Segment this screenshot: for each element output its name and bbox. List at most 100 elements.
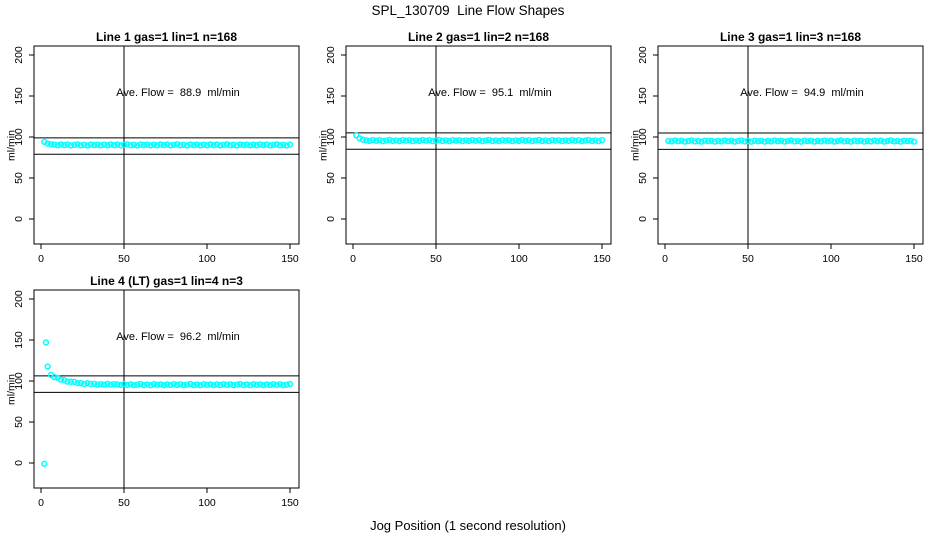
data-point xyxy=(253,142,260,149)
data-point xyxy=(117,142,124,149)
data-point xyxy=(373,137,380,144)
data-point xyxy=(256,381,264,388)
data-point xyxy=(283,142,290,149)
data-point xyxy=(797,138,805,145)
data-point xyxy=(110,141,118,149)
data-point xyxy=(160,141,167,149)
data-point xyxy=(81,141,88,148)
x-tick-label: 150 xyxy=(281,253,299,265)
data-points xyxy=(353,132,606,145)
data-point xyxy=(754,138,762,145)
y-tick-label: 0 xyxy=(325,216,337,222)
y-tick-label: 150 xyxy=(637,87,649,105)
data-point xyxy=(94,381,101,388)
data-point xyxy=(900,137,908,144)
y-tick-label: 200 xyxy=(13,46,25,64)
data-point xyxy=(177,381,184,388)
data-point xyxy=(170,380,177,388)
data-point xyxy=(585,136,592,144)
data-point xyxy=(127,142,134,149)
data-point xyxy=(459,137,466,145)
data-point xyxy=(173,141,181,148)
data-point xyxy=(137,141,144,148)
data-point xyxy=(781,138,788,145)
data-point xyxy=(243,141,250,148)
data-point xyxy=(416,137,423,145)
data-point xyxy=(54,142,61,149)
data-point xyxy=(446,138,453,145)
panel-line-4: 0 50 100 150 0 50 100 150 200 Line 4 (LT) gas=1 … xyxy=(0,270,312,514)
data-point xyxy=(276,142,284,149)
data-point xyxy=(861,138,868,145)
data-point xyxy=(200,141,207,148)
data-point xyxy=(187,380,194,388)
data-point xyxy=(880,138,888,145)
data-point xyxy=(502,137,509,144)
data-point xyxy=(539,137,546,145)
data-point xyxy=(764,137,772,145)
data-point xyxy=(532,137,539,144)
data-point xyxy=(124,141,131,148)
data-point xyxy=(562,137,569,144)
data-point xyxy=(127,381,134,388)
data-point xyxy=(857,137,865,144)
data-point xyxy=(250,381,257,388)
data-point xyxy=(701,137,708,144)
data-point xyxy=(230,382,237,389)
data-point xyxy=(144,381,151,388)
data-point xyxy=(771,137,778,144)
x-tick-label: 50 xyxy=(742,253,754,265)
data-point xyxy=(406,137,413,144)
data-point xyxy=(250,141,257,148)
y-tick-label: 200 xyxy=(13,290,25,308)
data-point xyxy=(549,136,556,144)
data-point xyxy=(260,141,267,149)
data-point xyxy=(150,381,158,388)
data-point xyxy=(595,138,602,145)
data-point xyxy=(81,380,88,388)
data-point xyxy=(217,142,224,149)
data-point xyxy=(904,138,911,145)
main-title: SPL_130709 Line Flow Shapes xyxy=(371,3,565,18)
data-point xyxy=(671,137,679,144)
x-tick-label: 150 xyxy=(593,253,611,265)
data-point xyxy=(193,141,201,148)
data-point xyxy=(44,140,51,147)
data-point xyxy=(84,380,91,387)
data-point xyxy=(207,381,214,388)
data-point xyxy=(495,138,503,145)
data-point xyxy=(890,138,898,145)
data-point xyxy=(193,381,201,388)
data-point xyxy=(711,138,718,145)
data-point xyxy=(565,137,572,145)
data-point xyxy=(476,137,483,144)
y-tick-label: 200 xyxy=(637,46,649,64)
data-point xyxy=(482,137,489,144)
data-point xyxy=(213,381,221,388)
data-point xyxy=(907,137,914,144)
data-point xyxy=(253,381,260,388)
data-point xyxy=(598,136,606,144)
data-point xyxy=(668,138,675,145)
data-point xyxy=(140,381,148,389)
data-point xyxy=(51,373,58,381)
panel-line-1: 0 50 100 150 0 50 100 150 200 Line 1 gas=1 lin=1… xyxy=(0,26,312,270)
data-point xyxy=(851,137,858,144)
data-point xyxy=(718,138,725,145)
x-tick-label: 150 xyxy=(905,253,923,265)
data-point xyxy=(545,138,553,145)
data-points xyxy=(41,339,294,467)
data-point xyxy=(897,138,904,145)
data-point xyxy=(801,137,808,144)
data-point xyxy=(41,460,48,467)
data-point xyxy=(449,136,456,144)
data-point xyxy=(94,141,101,148)
data-point xyxy=(462,137,470,144)
data-point xyxy=(695,137,702,145)
data-point xyxy=(393,137,400,144)
data-point xyxy=(130,382,138,389)
data-point xyxy=(203,381,211,388)
data-point xyxy=(877,137,884,144)
data-point xyxy=(817,138,825,145)
data-point xyxy=(117,381,124,389)
